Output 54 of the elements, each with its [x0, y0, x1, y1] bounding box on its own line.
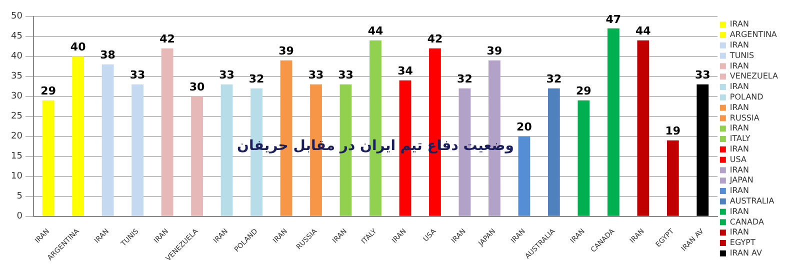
data-label: 33: [308, 68, 324, 82]
data-label: 32: [457, 72, 472, 86]
y-tick-label: 0: [16, 212, 23, 222]
data-label: 34: [398, 64, 414, 78]
data-label: 40: [70, 40, 86, 54]
y-tick-label: 45: [11, 32, 22, 42]
legend-label: AUSTRALIA: [730, 196, 775, 206]
legend-label: RUSSIA: [730, 113, 760, 122]
data-label: 33: [219, 68, 234, 82]
data-label: 29: [40, 84, 56, 98]
y-tick-label: 35: [11, 72, 22, 82]
legend-label: IRAN: [730, 186, 749, 196]
data-label: 29: [576, 84, 592, 98]
y-tick-label: 25: [11, 112, 22, 122]
legend-label: IRAN: [730, 102, 749, 112]
data-label: 30: [189, 80, 206, 94]
data-label: 33: [338, 68, 354, 82]
legend-label: IRAN: [730, 165, 749, 174]
data-label: 44: [368, 24, 384, 38]
data-label: 33: [695, 68, 710, 82]
data-label: 42: [160, 32, 175, 46]
y-tick-label: 40: [11, 52, 23, 62]
data-label: 44: [636, 24, 652, 38]
legend-label: IRAN: [730, 20, 749, 29]
legend-label: JAPAN: [728, 176, 754, 185]
y-tick-label: 20: [11, 132, 23, 142]
data-label: 32: [248, 72, 264, 86]
data-label: 33: [130, 68, 146, 82]
y-tick-label: 50: [11, 12, 23, 22]
legend-label: POLAND: [730, 92, 764, 102]
legend-label: IRAN: [730, 124, 749, 133]
legend-label: USA: [730, 154, 748, 164]
data-label: 38: [100, 48, 116, 62]
legend-label: ARGENTINA: [730, 30, 778, 40]
legend-label: IRAN: [730, 82, 749, 92]
legend-label: IRAN: [730, 61, 749, 70]
y-tick-label: 30: [11, 92, 23, 102]
data-label: 42: [427, 32, 443, 46]
legend-label: ITALY: [730, 134, 750, 144]
legend-label: IRAN: [730, 144, 749, 154]
legend-label: CANADA: [730, 217, 764, 226]
legend-label: IRAN: [730, 40, 749, 50]
legend-label: TUNIS: [728, 50, 754, 60]
legend-label: IRAN: [730, 206, 749, 216]
data-label: 20: [516, 120, 532, 134]
y-tick-label: 15: [11, 152, 22, 162]
y-tick-label: 10: [11, 172, 23, 182]
y-tick-label: 5: [16, 192, 22, 202]
data-label: 39: [278, 44, 294, 58]
legend-label: VENEZUELA: [730, 72, 779, 81]
data-label: 47: [606, 12, 622, 26]
data-label: 32: [546, 72, 562, 86]
data-label: 19: [665, 124, 681, 138]
data-label: 39: [486, 44, 502, 58]
